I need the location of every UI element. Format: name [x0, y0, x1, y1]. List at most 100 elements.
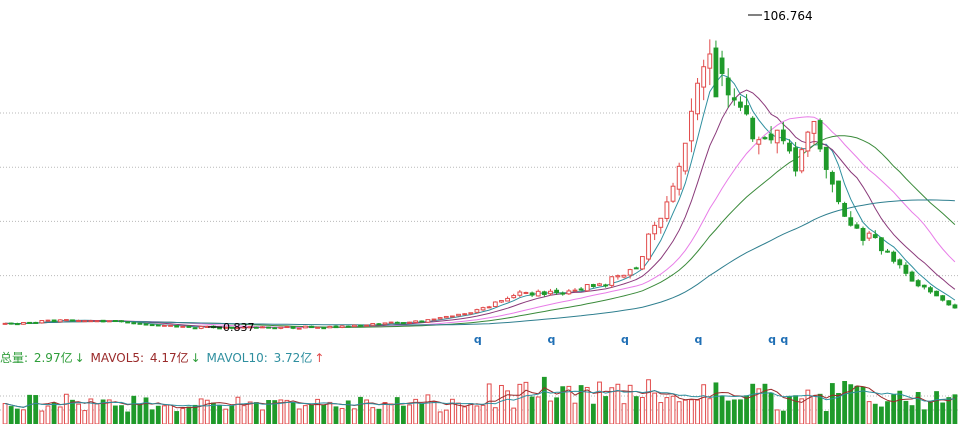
candle-body — [529, 292, 535, 296]
candle-body — [407, 321, 412, 324]
volume-bar — [8, 406, 14, 424]
mavol5-arrow-icon: ↓ — [190, 351, 201, 365]
candle — [897, 258, 903, 269]
candle — [811, 120, 817, 145]
candle-body — [590, 284, 596, 287]
candle-body — [388, 321, 394, 324]
candle-body — [811, 120, 817, 134]
volume-bar — [33, 395, 39, 424]
candle — [149, 323, 155, 327]
candle-body — [272, 327, 278, 330]
candle — [731, 88, 737, 106]
candle-body — [351, 324, 357, 328]
candle-body — [689, 110, 694, 142]
volume-bar — [676, 401, 682, 424]
candle-body — [229, 326, 235, 329]
candle — [793, 142, 799, 177]
volume-bar — [836, 393, 841, 424]
candle-body — [192, 327, 198, 330]
candle — [891, 250, 897, 264]
volume-bar — [39, 410, 45, 424]
candle-body — [413, 320, 419, 323]
volume-bar — [247, 401, 253, 424]
candle-body — [909, 271, 915, 282]
candle-body — [235, 327, 241, 330]
candle-body — [106, 320, 112, 323]
candle — [780, 121, 786, 145]
candle — [51, 319, 57, 323]
candle — [486, 305, 492, 309]
candle-body — [805, 131, 811, 152]
candle — [137, 322, 143, 325]
volume-bar — [345, 400, 351, 424]
candle — [566, 289, 572, 295]
candle-body — [572, 289, 578, 292]
candle — [468, 312, 474, 315]
candle — [750, 116, 756, 142]
candle — [351, 324, 357, 328]
candle-body — [744, 105, 749, 115]
volume-bar — [885, 401, 890, 424]
volume-bar — [241, 405, 247, 424]
candle-body — [799, 149, 805, 172]
min-price-label: 0.837 — [223, 321, 255, 334]
candle — [456, 313, 461, 317]
candle — [676, 162, 682, 196]
volume-bar — [112, 405, 118, 424]
volume-bar — [370, 407, 376, 424]
volume-bar — [437, 411, 443, 424]
candle — [885, 248, 890, 253]
candle — [70, 319, 75, 322]
candle-body — [738, 101, 743, 108]
candle-body — [854, 224, 860, 229]
candle — [278, 326, 284, 330]
candle — [836, 180, 841, 205]
candle — [799, 147, 805, 174]
candle-body — [431, 318, 437, 321]
candle-body — [462, 313, 468, 316]
candle — [664, 196, 670, 222]
volume-bar — [57, 406, 63, 424]
candle-body — [719, 57, 725, 74]
volume-bar — [541, 376, 547, 424]
candle — [878, 237, 884, 255]
volume-bar — [253, 402, 259, 424]
volume-bar — [235, 396, 241, 424]
candle — [854, 222, 860, 229]
candle-body — [456, 313, 461, 317]
candle — [63, 319, 69, 322]
candle-body — [584, 284, 590, 292]
volume-bar — [278, 399, 284, 424]
candle — [45, 319, 51, 322]
candle — [400, 322, 406, 325]
candle — [774, 129, 780, 154]
volume-bar — [707, 398, 713, 424]
candle-body — [345, 325, 351, 328]
candle-body — [866, 232, 872, 239]
candle — [609, 276, 615, 288]
candle — [88, 319, 94, 323]
volume-bar — [554, 397, 560, 424]
candle — [419, 320, 425, 323]
volume-bar — [829, 383, 835, 424]
candle-body — [627, 269, 633, 276]
candle — [523, 291, 529, 295]
candle — [535, 289, 541, 297]
volume-bar — [106, 399, 112, 424]
candle — [787, 139, 792, 154]
candle-body — [633, 267, 639, 270]
volume-bar — [382, 402, 388, 424]
candle-body — [39, 320, 45, 324]
candle — [603, 283, 609, 288]
candle — [817, 118, 823, 153]
volume-bar — [633, 396, 639, 424]
candle-body — [566, 290, 572, 295]
event-marker-q: q — [695, 333, 703, 346]
volume-bar — [400, 405, 406, 424]
volume-bar — [198, 398, 204, 424]
volume-bar — [217, 404, 222, 424]
volume-bar — [480, 404, 486, 424]
candle-body — [664, 201, 670, 219]
candle-body — [505, 297, 510, 302]
